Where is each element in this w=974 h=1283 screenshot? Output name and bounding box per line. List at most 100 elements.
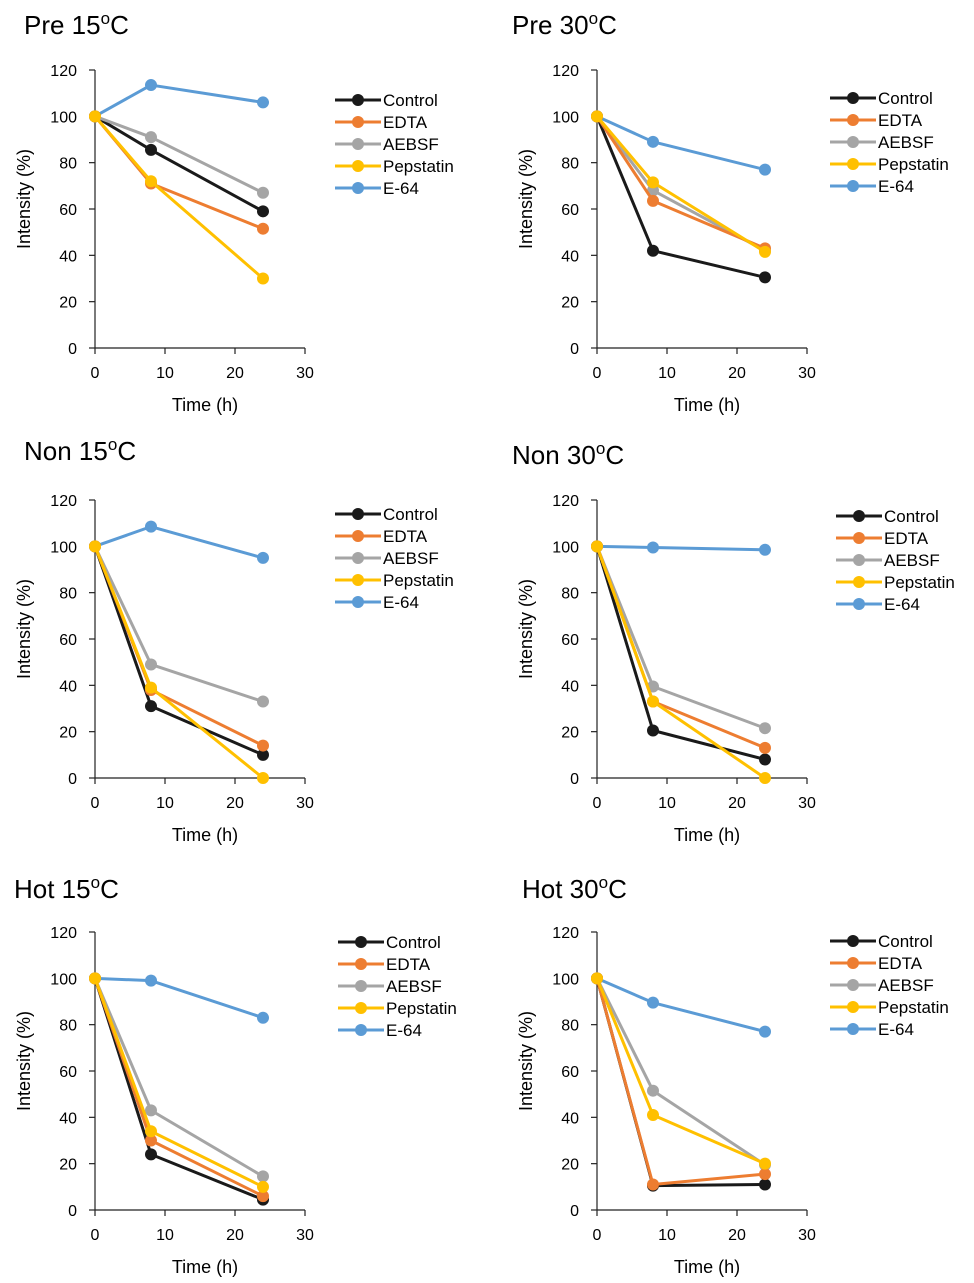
- chart-panel: Pre 15oC 0 20 40 60 80 100 120 0 10 20 30 Time (h) In…: [0, 0, 472, 420]
- x-tick-label: 10: [658, 1227, 676, 1244]
- series-line: [94, 976, 264, 1020]
- x-tick-label: 30: [798, 365, 816, 382]
- line-chart-svg: Pre 15oC 0 20 40 60 80 100 120 0 10 20 30 Time (h) In…: [14, 9, 454, 415]
- legend-swatch-marker: [355, 980, 367, 992]
- data-point: [145, 700, 157, 713]
- y-tick-label: 80: [59, 1018, 77, 1035]
- series-line: [595, 115, 766, 253]
- line-chart-svg: Pre 30oC 0 20 40 60 80 100 120 0 10 20 30 Time (h) In…: [512, 9, 949, 415]
- y-tick-label: 100: [552, 971, 579, 988]
- legend-label: Control: [884, 507, 939, 526]
- data-point: [89, 540, 101, 553]
- series-line: [94, 114, 264, 195]
- legend-item: Control: [335, 91, 438, 110]
- panel-title: Non 30oC: [512, 439, 624, 470]
- data-point: [257, 695, 269, 708]
- y-tick-label: 0: [68, 341, 77, 358]
- series-line: [596, 544, 766, 552]
- data-point: [647, 176, 659, 189]
- data-point: [145, 1148, 157, 1161]
- chart-panel: Hot 15oC 0 20 40 60 80 100 120 0 10 20 30 Time (h) In…: [0, 862, 472, 1282]
- data-point: [145, 131, 157, 144]
- legend-swatch-marker: [352, 116, 364, 128]
- legend-label: EDTA: [878, 954, 923, 973]
- data-point: [759, 772, 771, 784]
- legend-swatch-marker: [847, 136, 859, 148]
- legend-label: AEBSF: [383, 549, 439, 568]
- y-tick-label: 0: [570, 341, 579, 358]
- x-tick-label: 10: [658, 795, 676, 812]
- series-control: [89, 540, 269, 761]
- data-point: [647, 541, 659, 554]
- legend-item: E-64: [830, 1020, 914, 1039]
- legend-item: Pepstatin: [335, 571, 454, 590]
- data-point: [89, 972, 101, 985]
- legend-item: AEBSF: [335, 549, 439, 568]
- y-tick-label: 80: [561, 156, 579, 173]
- y-tick-label: 40: [59, 248, 77, 265]
- legend-item: AEBSF: [836, 551, 940, 570]
- legend: Control EDTA AEBSF Pepstatin E-64: [338, 933, 457, 1040]
- legend-item: Pepstatin: [338, 999, 457, 1018]
- x-tick-label: 0: [91, 795, 100, 812]
- legend-swatch-marker: [352, 160, 364, 172]
- chart-panel: Non 15oC 0 20 40 60 80 100 120 0 10 20 30 Time (h) In…: [0, 430, 472, 850]
- series-control: [89, 110, 269, 218]
- legend-label: Control: [878, 89, 933, 108]
- legend-item: EDTA: [335, 527, 428, 546]
- data-point: [759, 741, 771, 754]
- legend-item: Control: [830, 89, 933, 108]
- data-point: [257, 1170, 269, 1183]
- legend-item: EDTA: [830, 111, 923, 130]
- series-line: [93, 545, 264, 757]
- legend-item: AEBSF: [338, 977, 442, 996]
- series-line: [595, 545, 766, 730]
- legend-swatch-marker: [352, 94, 364, 106]
- legend-item: Pepstatin: [836, 573, 955, 592]
- axes: 0 20 40 60 80 100 120 0 10 20 30: [552, 493, 816, 812]
- y-tick-label: 40: [561, 248, 579, 265]
- y-tick-label: 20: [59, 725, 77, 742]
- data-point: [647, 1109, 659, 1122]
- x-tick-label: 30: [296, 795, 314, 812]
- y-tick-label: 20: [59, 295, 77, 312]
- legend-swatch-marker: [847, 114, 859, 126]
- data-point: [145, 1104, 157, 1117]
- data-point: [647, 724, 659, 737]
- y-tick-label: 0: [570, 1203, 579, 1220]
- data-point: [647, 1084, 659, 1097]
- chart-panel: Non 30oC 0 20 40 60 80 100 120 0 10 20 30 Time (h) In…: [502, 430, 974, 850]
- legend-item: E-64: [836, 595, 920, 614]
- legend-swatch-marker: [853, 576, 865, 588]
- y-axis-label: Intensity (%): [516, 1011, 536, 1111]
- x-tick-label: 0: [593, 795, 602, 812]
- x-tick-label: 10: [156, 795, 174, 812]
- y-tick-label: 80: [561, 1018, 579, 1035]
- series-line: [595, 115, 766, 254]
- series-pepstatin: [89, 110, 269, 285]
- y-tick-label: 60: [561, 1064, 579, 1081]
- series-aebsf: [89, 540, 269, 708]
- data-point: [591, 110, 603, 123]
- data-point: [759, 543, 771, 556]
- data-point: [759, 1025, 771, 1038]
- legend-label: Pepstatin: [383, 571, 454, 590]
- y-axis-label: Intensity (%): [14, 149, 34, 249]
- x-tick-label: 20: [728, 365, 746, 382]
- series-e-64: [89, 520, 269, 564]
- x-tick-label: 0: [91, 365, 100, 382]
- y-tick-label: 60: [59, 202, 77, 219]
- line-chart-svg: Hot 15oC 0 20 40 60 80 100 120 0 10 20 30 Time (h) In…: [14, 873, 457, 1277]
- data-point: [257, 186, 269, 199]
- y-tick-label: 80: [59, 156, 77, 173]
- data-point: [145, 681, 157, 694]
- data-point: [257, 772, 269, 784]
- x-axis-label: Time (h): [172, 395, 238, 415]
- legend-swatch-marker: [847, 180, 859, 192]
- series-line: [93, 545, 264, 747]
- series-line: [596, 976, 766, 1034]
- line-chart-svg: Hot 30oC 0 20 40 60 80 100 120 0 10 20 30 Time (h) In…: [516, 873, 949, 1277]
- legend-swatch-marker: [847, 935, 859, 947]
- legend-label: EDTA: [383, 527, 428, 546]
- data-point: [257, 96, 269, 109]
